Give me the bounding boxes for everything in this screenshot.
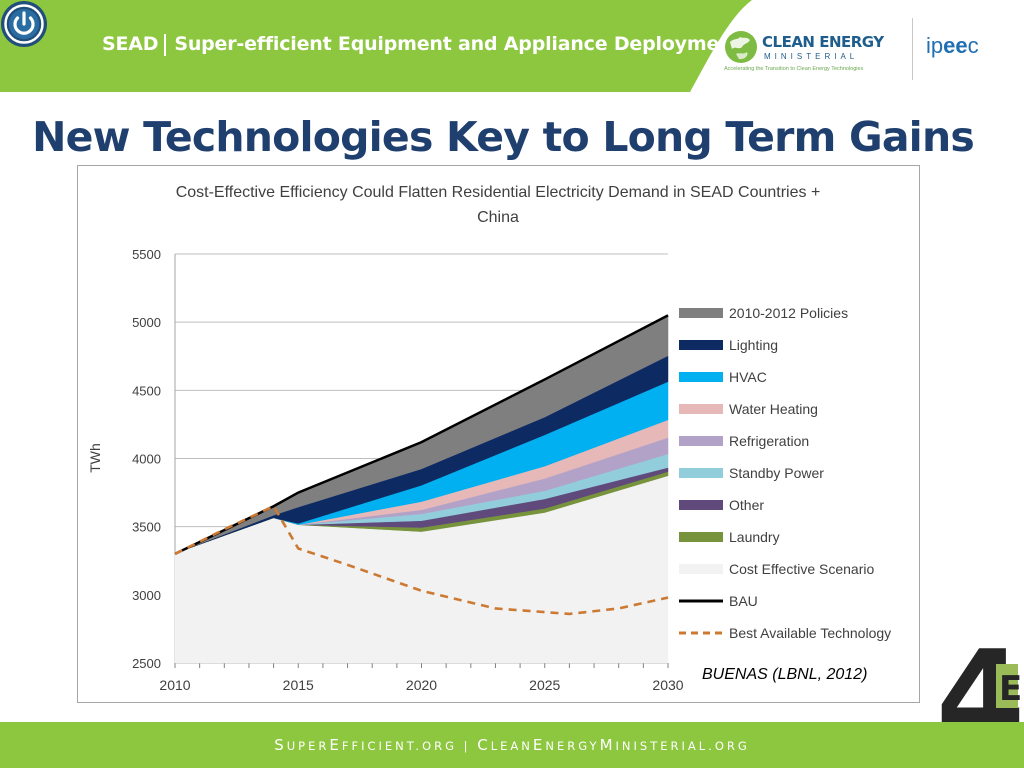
- legend-label: Lighting: [729, 337, 778, 353]
- legend-swatch: [679, 532, 723, 542]
- x-tick-label: 2015: [283, 677, 314, 693]
- x-tick-label: 2010: [159, 677, 190, 693]
- legend-swatch: [679, 564, 723, 574]
- legend-label: Standby Power: [729, 465, 824, 481]
- 4e-logo-accent-box: [996, 664, 1018, 708]
- legend-label: Laundry: [729, 529, 780, 545]
- clean-energy-ministerial-logo: CLEAN ENERGY MINISTERIAL Accelerating th…: [724, 30, 904, 80]
- header-separator: [164, 33, 167, 56]
- sead-subtitle: Super-efficient Equipment and Appliance …: [174, 33, 742, 55]
- source-note: BUENAS (LBNL, 2012): [702, 666, 868, 683]
- footer-small-text: NERGY: [545, 739, 600, 753]
- x-tick-label: 2025: [529, 677, 560, 693]
- legend-swatch: [679, 404, 723, 414]
- legend-label: Water Heating: [729, 401, 818, 417]
- footer-cap-letter: E: [329, 736, 342, 754]
- legend-swatch: [679, 308, 723, 318]
- footer-small-text: FFICIENT.ORG: [341, 739, 458, 753]
- footer-cap-letter: S: [274, 736, 287, 754]
- chart-title-line-1: Cost-Effective Efficiency Could Flatten …: [176, 184, 821, 201]
- y-tick-label: 5000: [132, 315, 161, 330]
- cem-title: CLEAN ENERGY: [762, 33, 884, 51]
- legend-swatch: [679, 436, 723, 446]
- footer-small-text: |: [457, 739, 478, 753]
- ipeec-ee: ee: [943, 33, 968, 58]
- sead-brand: SEAD: [102, 33, 159, 55]
- x-tick-label: 2020: [406, 677, 437, 693]
- y-tick-label: 3500: [132, 520, 161, 535]
- legend-label: Refrigeration: [729, 433, 809, 449]
- ipeec-suffix: c: [967, 33, 979, 58]
- header-title: SEAD Super-efficient Equipment and Applia…: [102, 33, 742, 56]
- y-tick-label: 5500: [132, 247, 161, 262]
- slide-title: New Technologies Key to Long Term Gains: [32, 113, 975, 161]
- cem-subtitle: MINISTERIAL: [764, 52, 859, 61]
- legend-label: BAU: [729, 593, 758, 609]
- y-tick-label: 4000: [132, 452, 161, 467]
- footer-small-text: UPER: [286, 739, 330, 753]
- globe-icon: [725, 31, 757, 63]
- ipeec-logo: ipeec: [926, 33, 979, 59]
- legend-label: Cost Effective Scenario: [729, 561, 874, 577]
- footer-bar: [0, 722, 1024, 768]
- y-tick-label: 4500: [132, 383, 161, 398]
- legend-swatch: [679, 340, 723, 350]
- y-axis-label: TWh: [87, 443, 103, 473]
- footer-cap-letter: M: [599, 736, 616, 754]
- footer-cap-letter: C: [477, 736, 491, 754]
- chart-title-line-2: China: [477, 209, 519, 226]
- footer-cap-letter: E: [532, 736, 546, 754]
- legend-label: Best Available Technology: [729, 625, 891, 641]
- best-available-technology-line: [174, 504, 669, 616]
- footer-small-text: LEAN: [490, 739, 533, 753]
- cem-tagline: Accelerating the Transition to Clean Ene…: [724, 66, 864, 72]
- footer-small-text: INISTERIAL.ORG: [615, 739, 750, 753]
- 4e-logo-letter: E: [999, 669, 1022, 709]
- ipeec-prefix: ip: [926, 33, 944, 58]
- legend-label: HVAC: [729, 369, 767, 385]
- legend-swatch: [679, 500, 723, 510]
- legend-label: Other: [729, 497, 764, 513]
- chart-frame: Cost-Effective Efficiency Could Flatten …: [77, 165, 920, 703]
- y-tick-label: 3000: [132, 588, 161, 603]
- legend-swatch: [679, 372, 723, 382]
- header-bar: SEAD Super-efficient Equipment and Applia…: [0, 0, 1024, 92]
- logo-divider: [912, 18, 913, 80]
- footer-links: SUPEREFFICIENT.ORG | CLEANENERGYMINISTER…: [0, 736, 1024, 754]
- power-icon: [1, 1, 47, 47]
- demand-chart: Cost-Effective Efficiency Could Flatten …: [87, 184, 891, 693]
- y-tick-label: 2500: [132, 656, 161, 671]
- x-tick-label: 2030: [652, 677, 683, 693]
- legend-swatch: [679, 468, 723, 478]
- legend-label: 2010-2012 Policies: [729, 305, 848, 321]
- header-background: [0, 0, 1024, 92]
